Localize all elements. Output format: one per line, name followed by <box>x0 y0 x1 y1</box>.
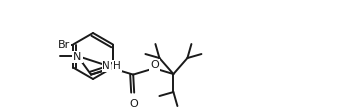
Text: N: N <box>109 61 117 71</box>
Text: N: N <box>73 52 82 62</box>
Text: O: O <box>150 60 159 70</box>
Text: H: H <box>113 61 121 71</box>
Text: N: N <box>102 61 110 71</box>
Text: Br: Br <box>58 40 70 50</box>
Text: O: O <box>130 99 139 109</box>
